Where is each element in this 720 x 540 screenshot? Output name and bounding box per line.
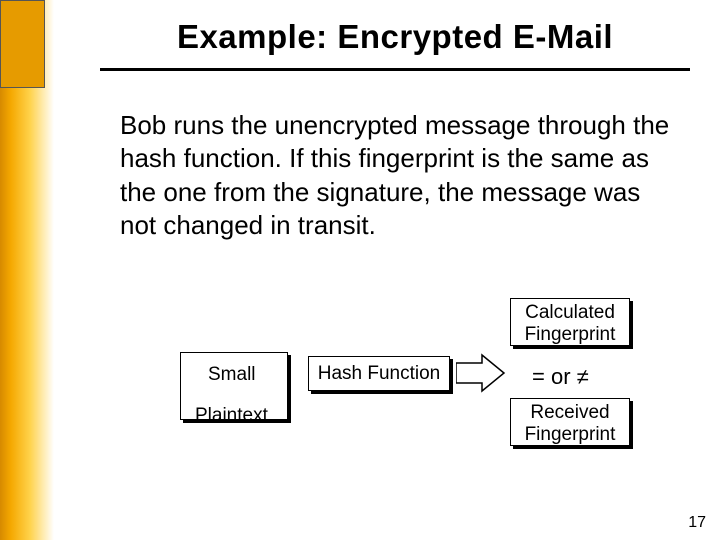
received-line2: Fingerprint xyxy=(511,424,629,446)
calculated-fingerprint-box: Calculated Fingerprint xyxy=(510,298,630,346)
title-underline xyxy=(100,68,690,71)
received-line1: Received xyxy=(511,402,629,424)
calculated-line2: Fingerprint xyxy=(511,324,629,346)
calculated-line1: Calculated xyxy=(511,302,629,324)
slide-content: Example: Encrypted E-Mail Bob runs the u… xyxy=(100,18,690,242)
page-number: 17 xyxy=(688,514,706,532)
arrow-icon xyxy=(456,353,506,393)
equals-or-not-label: = or ≠ xyxy=(532,364,589,390)
slide-body-text: Bob runs the unencrypted message through… xyxy=(100,109,690,242)
slide-title: Example: Encrypted E-Mail xyxy=(100,18,690,56)
hash-diagram: Calculated Fingerprint Small Plaintext H… xyxy=(120,298,680,468)
sidebar-accent-box xyxy=(0,0,45,88)
hash-function-box: Hash Function xyxy=(308,356,450,391)
plaintext-label: Plaintext xyxy=(195,405,268,427)
received-fingerprint-box: Received Fingerprint xyxy=(510,398,630,446)
sidebar-gradient xyxy=(0,0,54,540)
small-label: Small xyxy=(208,364,256,386)
